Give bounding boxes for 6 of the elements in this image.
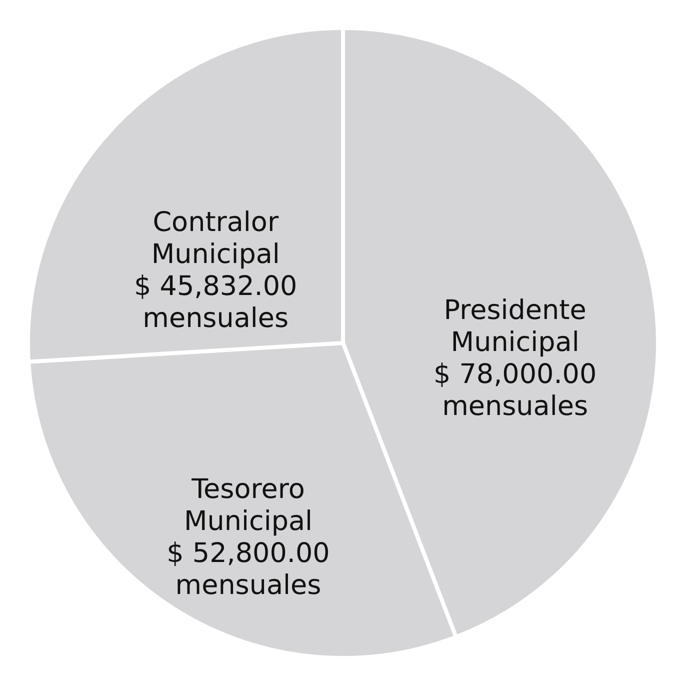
slice-label: Contralor Municipal (151, 206, 280, 270)
slice-label: Tesorero Municipal (184, 474, 313, 538)
data-label: $ 45,832.00 mensuales (134, 270, 298, 334)
data-label: $ 78,000.00 mensuales (433, 359, 597, 422)
data-label: $ 52,800.00 mensuales (166, 538, 330, 602)
slice-label: Presidente Municipal (444, 295, 586, 358)
